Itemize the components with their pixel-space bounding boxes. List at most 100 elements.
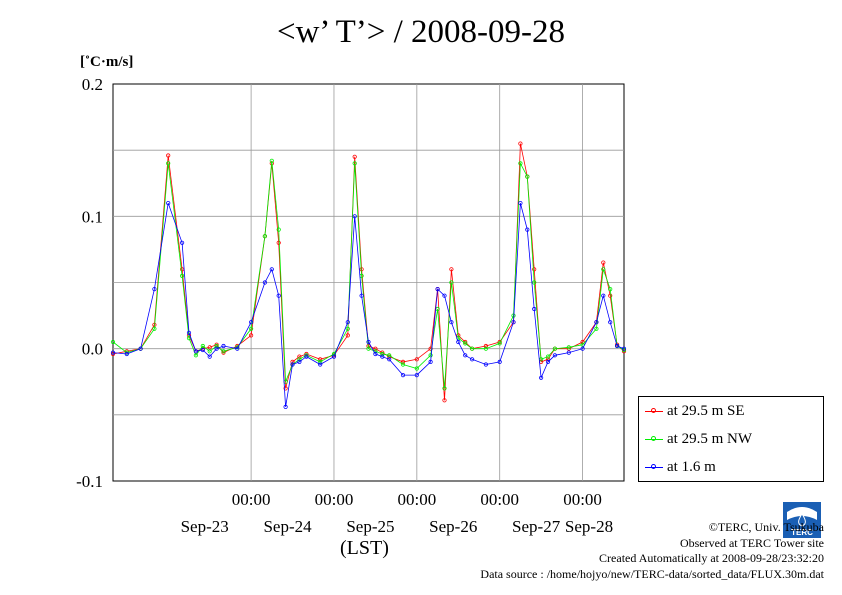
data-point	[449, 280, 454, 285]
data-point	[180, 240, 185, 245]
series-line-se	[112, 143, 625, 401]
legend-label-nw: at 29.5 m NW	[667, 430, 752, 447]
data-point	[318, 359, 323, 364]
data-point	[469, 357, 475, 362]
series-nw	[110, 158, 627, 391]
series-line-low	[112, 202, 625, 407]
legend-label-se: at 29.5 m SE	[667, 402, 745, 419]
data-point	[387, 353, 392, 358]
data-point	[428, 353, 433, 358]
data-point	[345, 326, 350, 331]
x-date-label: Sep-26	[429, 517, 477, 536]
data-point	[366, 339, 371, 345]
data-point	[608, 286, 613, 292]
x-date-label: Sep-27	[512, 517, 561, 536]
data-point	[180, 273, 185, 278]
data-point	[249, 320, 254, 325]
data-point	[580, 346, 585, 351]
data-point	[193, 349, 198, 354]
legend-swatch-nw	[645, 434, 663, 444]
x-date-label: Sep-24	[263, 517, 312, 536]
data-point	[283, 386, 288, 391]
legend-label-low: at 1.6 m	[667, 458, 716, 475]
svg-text:TERC: TERC	[791, 528, 813, 537]
series-low	[110, 201, 627, 409]
data-point	[580, 339, 585, 345]
data-point	[297, 357, 302, 362]
data-point	[511, 320, 516, 325]
data-point	[525, 227, 530, 232]
data-point	[138, 346, 143, 351]
data-point	[497, 341, 502, 346]
data-point	[532, 267, 537, 272]
data-point	[359, 293, 364, 298]
data-point	[318, 357, 323, 362]
data-point	[414, 372, 419, 378]
data-point	[594, 326, 599, 331]
data-point	[414, 366, 419, 371]
data-point	[545, 354, 551, 359]
data-point	[483, 362, 488, 367]
data-point	[518, 141, 523, 146]
data-point	[380, 351, 385, 357]
data-point	[366, 346, 371, 351]
data-point	[442, 293, 447, 298]
credit-copyright: ©TERC, Univ. Tsukuba	[708, 520, 824, 534]
data-point	[400, 362, 406, 367]
data-point	[456, 339, 461, 345]
data-point	[518, 161, 523, 166]
data-point	[428, 359, 433, 364]
x-axis-label: (LST)	[340, 537, 389, 559]
legend-swatch-low	[645, 462, 663, 472]
data-point	[601, 293, 606, 298]
series-line-nw	[112, 160, 625, 389]
data-point	[110, 350, 116, 355]
data-point	[449, 320, 454, 325]
data-point	[290, 362, 295, 367]
data-point	[352, 154, 357, 159]
data-point	[352, 214, 357, 219]
chart-title: <w’ T’> / 2008-09-28	[276, 14, 566, 50]
data-point	[400, 372, 406, 378]
data-point	[110, 351, 116, 357]
data-point	[207, 349, 212, 354]
data-point	[566, 350, 571, 355]
data-point	[352, 161, 357, 166]
data-point	[166, 153, 171, 158]
data-point	[601, 260, 606, 265]
legend-item-low: at 1.6 m	[645, 457, 716, 477]
data-point	[186, 330, 192, 335]
legend: at 29.5 m SE at 29.5 m NW at 1.6 m	[638, 396, 824, 482]
data-point	[283, 404, 288, 409]
data-point	[345, 333, 350, 338]
data-point	[400, 359, 406, 364]
data-point	[614, 343, 620, 349]
data-point	[442, 386, 447, 391]
data-point	[221, 349, 226, 354]
data-point	[200, 343, 205, 349]
data-point	[552, 346, 558, 351]
data-point	[532, 280, 537, 285]
data-point	[221, 343, 226, 349]
x-tick-label: 00:00	[563, 490, 602, 509]
legend-swatch-se	[645, 406, 663, 416]
data-point	[545, 359, 551, 364]
data-point	[297, 354, 302, 359]
data-point	[297, 359, 302, 364]
data-point	[331, 354, 337, 359]
x-tick-label: 00:00	[397, 490, 436, 509]
data-point	[538, 375, 544, 380]
data-point	[387, 357, 392, 362]
credit-observed: Observed at TERC Tower site	[679, 535, 824, 550]
x-date-label: Sep-28	[565, 517, 613, 536]
data-point	[497, 359, 502, 364]
data-point	[380, 354, 385, 359]
data-point	[463, 341, 468, 346]
data-point	[304, 354, 309, 359]
legend-item-nw: at 29.5 m NW	[645, 429, 752, 449]
data-point	[435, 286, 440, 292]
data-point	[601, 267, 606, 272]
data-point	[290, 359, 295, 364]
data-point	[373, 351, 378, 357]
